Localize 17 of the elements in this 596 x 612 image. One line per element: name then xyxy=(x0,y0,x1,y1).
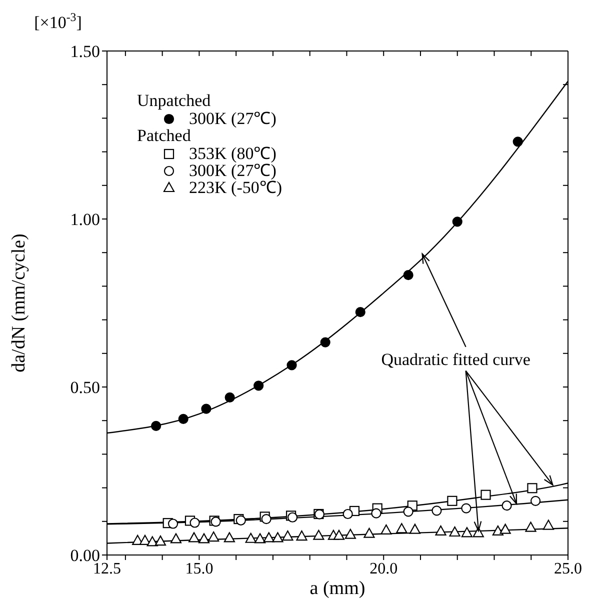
legend-label: 353K (80℃) xyxy=(189,144,276,163)
annotation: Unpatched xyxy=(137,91,212,110)
x-tick-label: 15.0 xyxy=(185,560,214,578)
x-axis-title: a (mm) xyxy=(310,578,366,599)
x-tick-label: 25.0 xyxy=(554,560,582,578)
legend-label: 300K (27℃) xyxy=(189,161,276,180)
text: [×10$^{-3}$] xyxy=(34,10,82,32)
annotation: Quadratic fitted curve xyxy=(381,350,530,369)
x-tick-label: 12.5 xyxy=(93,560,121,578)
y-tick-label: 1.00 xyxy=(70,210,100,230)
y-axis-title: da/dN (mm/cycle) xyxy=(8,234,30,372)
y-tick-label: 0.50 xyxy=(70,378,100,398)
y-tick-label: 1.50 xyxy=(70,42,100,62)
x-tick-label: 20.0 xyxy=(370,560,398,578)
annotation: Patched xyxy=(137,126,192,145)
legend-label: 223K (-50℃) xyxy=(189,178,282,197)
legend-label: 300K (27℃) xyxy=(189,109,276,128)
